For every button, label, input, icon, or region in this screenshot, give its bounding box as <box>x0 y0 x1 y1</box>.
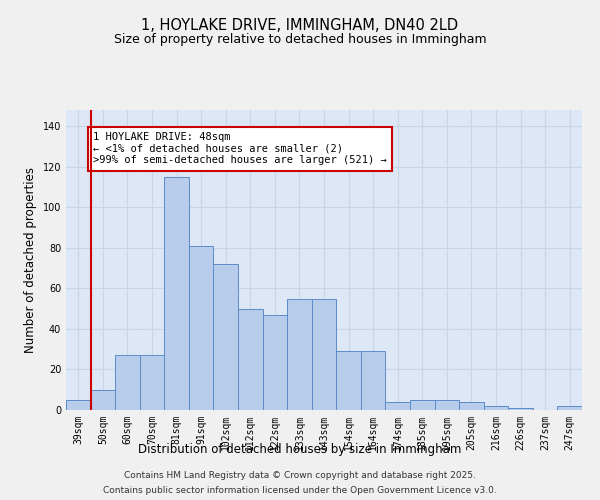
Bar <box>115 356 140 410</box>
Bar <box>66 400 91 410</box>
Text: Contains HM Land Registry data © Crown copyright and database right 2025.: Contains HM Land Registry data © Crown c… <box>124 471 476 480</box>
Bar <box>91 390 115 410</box>
Bar <box>459 402 484 410</box>
Bar <box>164 177 189 410</box>
Text: Distribution of detached houses by size in Immingham: Distribution of detached houses by size … <box>139 442 461 456</box>
Bar <box>287 298 312 410</box>
Text: 1 HOYLAKE DRIVE: 48sqm
← <1% of detached houses are smaller (2)
>99% of semi-det: 1 HOYLAKE DRIVE: 48sqm ← <1% of detached… <box>93 132 387 166</box>
Bar <box>557 406 582 410</box>
Bar <box>410 400 434 410</box>
Bar <box>140 356 164 410</box>
Bar <box>385 402 410 410</box>
Bar <box>434 400 459 410</box>
Bar <box>238 308 263 410</box>
Bar <box>189 246 214 410</box>
Y-axis label: Number of detached properties: Number of detached properties <box>24 167 37 353</box>
Bar <box>361 351 385 410</box>
Text: 1, HOYLAKE DRIVE, IMMINGHAM, DN40 2LD: 1, HOYLAKE DRIVE, IMMINGHAM, DN40 2LD <box>142 18 458 32</box>
Bar <box>484 406 508 410</box>
Bar <box>336 351 361 410</box>
Bar <box>508 408 533 410</box>
Bar <box>263 314 287 410</box>
Text: Size of property relative to detached houses in Immingham: Size of property relative to detached ho… <box>113 32 487 46</box>
Text: Contains public sector information licensed under the Open Government Licence v3: Contains public sector information licen… <box>103 486 497 495</box>
Bar <box>312 298 336 410</box>
Bar <box>214 264 238 410</box>
